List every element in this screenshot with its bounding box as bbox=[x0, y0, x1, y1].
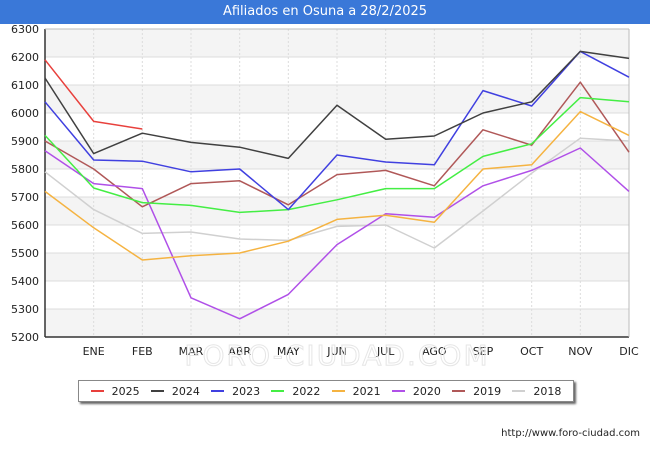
y-tick-label: 6300 bbox=[11, 23, 39, 36]
legend-swatch bbox=[452, 390, 466, 392]
legend-swatch bbox=[331, 390, 345, 392]
legend-item-2020: 2020 bbox=[391, 384, 441, 398]
watermark: FORO-CIUDAD.COM bbox=[184, 339, 489, 372]
legend-swatch bbox=[211, 390, 225, 392]
legend-swatch bbox=[150, 390, 164, 392]
legend-label: 2020 bbox=[412, 384, 441, 398]
line-chart: 5200 5300 5400 5500 5600 5700 5800 5900 6000 6100… bbox=[11, 23, 639, 373]
series-line-2022 bbox=[44, 96, 630, 214]
y-tick-label: 5700 bbox=[11, 191, 39, 204]
x-tick-label: ENE bbox=[83, 345, 105, 358]
chart-title: Afiliados en Osuna a 28/2/2025 bbox=[0, 0, 650, 24]
source-url[interactable]: http://www.foro-ciudad.com bbox=[501, 428, 640, 439]
x-tick-label: JUN bbox=[326, 345, 347, 358]
y-tick-label: 5600 bbox=[11, 219, 39, 232]
x-tick-label: FEB bbox=[132, 345, 153, 358]
y-tick-label: 5300 bbox=[11, 303, 39, 316]
y-tick-label: 6200 bbox=[11, 51, 39, 64]
x-tick-label: MAR bbox=[179, 345, 204, 358]
series-line-2020 bbox=[44, 147, 630, 320]
y-tick-label: 5400 bbox=[11, 275, 39, 288]
series-line-2021 bbox=[44, 110, 630, 261]
y-tick-label: 5800 bbox=[11, 163, 39, 176]
legend-item-2021: 2021 bbox=[331, 384, 381, 398]
legend-label: 2024 bbox=[171, 384, 200, 398]
legend-swatch bbox=[271, 390, 285, 392]
y-tick-label: 6000 bbox=[11, 107, 39, 120]
legend-label: 2021 bbox=[352, 384, 381, 398]
legend-label: 2023 bbox=[232, 384, 261, 398]
x-tick-label: OCT bbox=[520, 345, 543, 358]
y-tick-label: 5900 bbox=[11, 135, 39, 148]
x-tick-label: SEP bbox=[473, 345, 494, 358]
legend-item-2022: 2022 bbox=[271, 385, 320, 398]
legend-label: 2025 bbox=[111, 384, 140, 398]
legend-item-2019: 2019 bbox=[452, 385, 501, 398]
y-tick-label: 5500 bbox=[11, 247, 39, 260]
legend-label: 2018 bbox=[533, 384, 562, 398]
x-tick-label: AGO bbox=[422, 345, 447, 358]
legend-item-2025: 2025 bbox=[90, 384, 140, 398]
series-line-2023 bbox=[44, 50, 630, 211]
legend-item-2023: 2023 bbox=[211, 385, 260, 398]
x-tick-label: JUL bbox=[376, 345, 395, 358]
y-tick-label: 6100 bbox=[11, 79, 39, 92]
x-tick-label: DIC bbox=[619, 345, 639, 358]
x-tick-label: ABR bbox=[228, 345, 251, 358]
legend-label: 2022 bbox=[292, 384, 321, 398]
legend: 2025 2024 2023 2022 2021 2020 2019 2018 bbox=[78, 380, 574, 402]
series-line-2025 bbox=[44, 59, 143, 130]
series-line-2018 bbox=[44, 137, 630, 249]
x-tick-label: NOV bbox=[568, 345, 593, 358]
series-line-2024 bbox=[44, 50, 630, 160]
legend-item-2018: 2018 bbox=[512, 385, 561, 398]
legend-swatch bbox=[512, 390, 526, 392]
legend-swatch bbox=[90, 390, 104, 392]
legend-item-2024: 2024 bbox=[150, 384, 200, 398]
legend-swatch bbox=[391, 390, 405, 392]
y-tick-label: 5200 bbox=[11, 331, 39, 344]
legend-label: 2019 bbox=[473, 384, 502, 398]
x-tick-label: MAY bbox=[277, 345, 300, 358]
series-line-2019 bbox=[44, 81, 630, 208]
